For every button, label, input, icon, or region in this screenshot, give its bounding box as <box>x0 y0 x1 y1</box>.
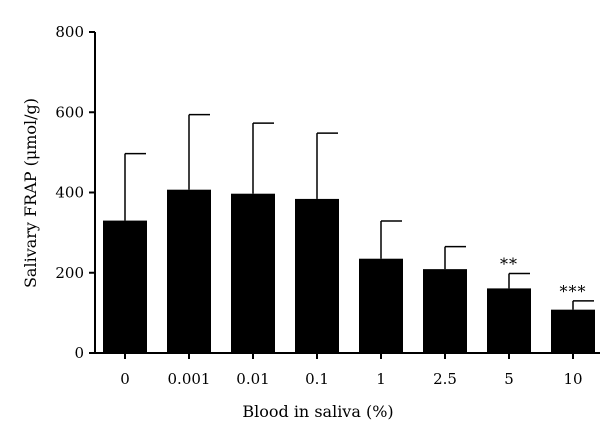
y-tick-label: 400 <box>55 184 84 202</box>
significance-label: ** <box>500 255 518 274</box>
bar <box>487 288 531 353</box>
x-tick-label: 2.5 <box>433 370 457 388</box>
y-tick-label: 600 <box>55 103 84 121</box>
y-tick-label: 800 <box>55 23 84 41</box>
y-tick-label: 0 <box>74 344 84 362</box>
bar <box>423 269 467 353</box>
bars-group: ***** <box>103 113 595 353</box>
x-tick-label: 10 <box>563 370 582 388</box>
x-tick-label: 5 <box>504 370 514 388</box>
x-axis-title: Blood in saliva (%) <box>242 402 393 421</box>
x-axis: 0 0.001 0.01 0.1 1 2.5 5 10 <box>95 352 600 388</box>
y-tick-label: 200 <box>55 264 84 282</box>
x-tick-label: 0.001 <box>168 370 211 388</box>
y-axis: 0 200 400 600 800 <box>55 23 96 362</box>
x-tick-label: 0.01 <box>236 370 269 388</box>
bar <box>103 220 147 353</box>
y-axis-title: Salivary FRAP (μmol/g) <box>21 98 40 288</box>
bar <box>359 258 403 353</box>
bar <box>167 189 211 353</box>
x-tick-label: 1 <box>376 370 386 388</box>
bar <box>231 193 275 353</box>
x-tick-label: 0 <box>120 370 130 388</box>
significance-label: *** <box>560 282 587 301</box>
x-tick-label: 0.1 <box>305 370 329 388</box>
bar <box>295 198 339 353</box>
bar <box>551 309 595 353</box>
